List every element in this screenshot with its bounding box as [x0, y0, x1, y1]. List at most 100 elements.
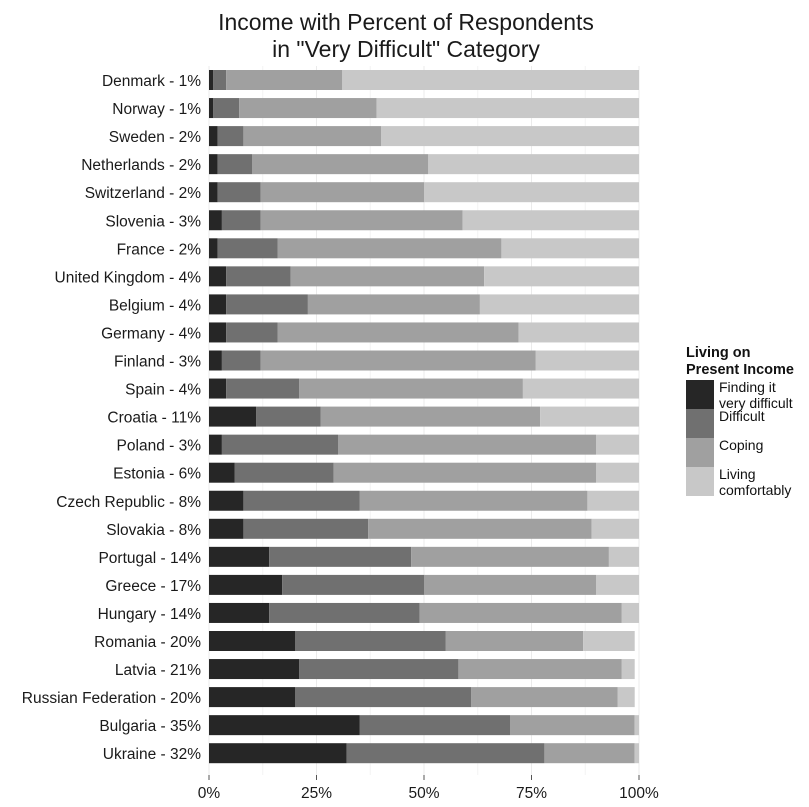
y-axis-labels: Denmark - 1% Norway - 1% Sweden - 2% Nether…: [22, 73, 201, 763]
x-axis-labels: 0% 25% 50% 75% 100%: [198, 775, 659, 802]
y-tick-label: Hungary - 14%: [98, 606, 202, 623]
bar-segment: [307, 294, 480, 315]
y-tick-label: Russian Federation - 20%: [22, 690, 201, 707]
bar-segment: [359, 715, 510, 736]
bar-segment: [424, 182, 639, 203]
bar-segment: [209, 126, 218, 147]
bar-segment: [209, 659, 300, 680]
bar-segment: [501, 238, 639, 259]
bar-segment: [226, 294, 308, 315]
bar-segment: [209, 631, 295, 651]
bar-segment: [209, 154, 218, 175]
y-tick-label: Denmark - 1%: [102, 73, 201, 90]
bar-segment: [213, 98, 240, 119]
bar-segment: [359, 490, 588, 511]
bar-segment: [544, 743, 635, 764]
bar-segment: [634, 743, 639, 764]
y-tick-label: Estonia - 6%: [113, 466, 201, 483]
bar-segment: [226, 378, 300, 399]
bar-segment: [596, 462, 639, 483]
y-tick-label: Slovakia - 8%: [106, 522, 201, 539]
chart-title-line-2: in "Very Difficult" Category: [272, 36, 540, 62]
bar-segment: [617, 687, 635, 708]
bar-segment: [252, 154, 429, 175]
legend-label: very difficult: [719, 395, 793, 411]
bar-segment: [346, 743, 545, 764]
x-tick-label: 25%: [301, 785, 332, 802]
bar-segment: [209, 518, 244, 539]
bar-segment: [299, 378, 523, 399]
legend-swatch: [686, 380, 714, 409]
bar-segment: [458, 659, 622, 680]
y-tick-label: Norway - 1%: [112, 101, 201, 118]
bar-segment: [269, 602, 420, 623]
bar-segment: [596, 574, 639, 595]
bar-segment: [462, 210, 639, 231]
bar-segment: [376, 98, 639, 119]
y-tick-label: Poland - 3%: [117, 438, 202, 455]
bar-segment: [221, 350, 261, 371]
y-tick-label: Portugal - 14%: [98, 550, 201, 567]
bar-segment: [209, 434, 222, 455]
bar-segment: [428, 154, 639, 175]
bar-segment: [596, 434, 639, 455]
bar-segment: [239, 98, 377, 119]
bar-segment: [213, 70, 227, 90]
chart-title-line-1: Income with Percent of Respondents: [218, 9, 594, 35]
bar-segment: [277, 238, 502, 259]
bar-segment: [209, 406, 257, 427]
bar-segment: [209, 743, 347, 764]
bar-segment: [510, 715, 635, 736]
legend-title: Present Income: [686, 362, 794, 378]
bar-segment: [226, 266, 291, 287]
bar-segment: [226, 322, 278, 343]
legend-label: Finding it: [719, 379, 776, 395]
bar-segment: [209, 378, 227, 399]
bar-segment: [411, 546, 609, 567]
bar-segment: [209, 715, 360, 736]
bar-segment: [243, 490, 360, 511]
bar-segment: [234, 462, 334, 483]
bar-segment: [424, 574, 596, 595]
bar-segment: [634, 715, 639, 736]
legend-title: Living on: [686, 345, 750, 361]
bar-segment: [608, 546, 639, 567]
bar-segment: [209, 350, 222, 371]
bar-segment: [209, 462, 235, 483]
y-tick-label: Finland - 3%: [114, 354, 201, 371]
bar-segment: [209, 490, 244, 511]
bar-segment: [583, 631, 635, 651]
bar-segment: [217, 126, 244, 147]
bar-segment: [320, 406, 541, 427]
bar-segment: [209, 294, 227, 315]
y-tick-label: Greece - 17%: [105, 578, 201, 595]
bar-segment: [260, 182, 424, 203]
bar-segment: [540, 406, 639, 427]
bar-segment: [209, 98, 214, 119]
y-tick-label: Romania - 20%: [94, 634, 201, 651]
bar-segment: [295, 687, 472, 708]
bar-segment: [342, 70, 639, 90]
y-tick-label: Czech Republic - 8%: [56, 494, 201, 511]
bar-segment: [209, 546, 270, 567]
bar-segment: [621, 602, 639, 623]
bar-segment: [209, 70, 214, 90]
bar-segment: [217, 182, 261, 203]
bar-segment: [209, 210, 222, 231]
bar-segment: [338, 434, 596, 455]
y-tick-label: Belgium - 4%: [109, 297, 201, 314]
bar-segment: [217, 238, 278, 259]
bar-segment: [471, 687, 618, 708]
legend-swatch: [686, 438, 714, 467]
bar-segment: [221, 434, 338, 455]
y-tick-label: Switzerland - 2%: [85, 185, 202, 202]
bar-segment: [256, 406, 321, 427]
bar-segment: [484, 266, 639, 287]
bar-segment: [381, 126, 639, 147]
bar-segment: [535, 350, 639, 371]
bars: [209, 70, 639, 764]
bar-segment: [209, 238, 218, 259]
y-tick-label: Bulgaria - 35%: [99, 718, 201, 735]
bar-segment: [209, 602, 270, 623]
